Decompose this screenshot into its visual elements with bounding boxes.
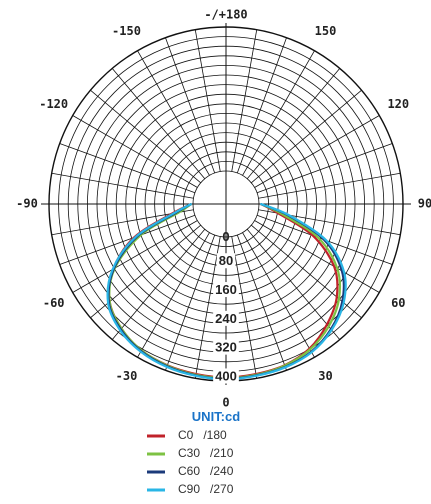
legend-label: C60 /240: [178, 464, 234, 478]
angle-label: 0: [222, 396, 229, 410]
series-point-3: [194, 375, 197, 377]
grid-spoke: [231, 236, 258, 379]
grid-spoke: [194, 236, 221, 379]
series-point-3: [111, 268, 114, 271]
grid-spoke: [165, 234, 216, 371]
angle-label: 150: [315, 24, 337, 38]
angle-label: -/+180: [204, 8, 247, 22]
radial-tick-label-bg: [216, 253, 236, 269]
angle-label: -30: [116, 369, 138, 383]
series-point-3: [165, 366, 168, 368]
legend-label: C90 /270: [178, 482, 234, 496]
radial-tick-label: 160: [215, 282, 237, 297]
series-point-0: [336, 296, 338, 298]
grid-spoke: [236, 234, 287, 371]
grid-spoke: [256, 143, 393, 194]
series-point-3: [325, 239, 328, 242]
series-point-2: [341, 300, 344, 303]
series-point-1: [327, 325, 330, 328]
radial-tick-label-bg: [213, 310, 239, 326]
radial-tick-label: 320: [215, 340, 237, 355]
grid-spoke: [111, 229, 206, 340]
angle-label: 120: [387, 97, 409, 111]
series-point-3: [310, 351, 313, 354]
grid-spoke: [51, 172, 194, 199]
grid-spoke: [242, 232, 315, 358]
series-point-2: [341, 270, 343, 272]
unit-label: UNIT:cd: [192, 409, 240, 424]
series-point-1: [309, 348, 311, 351]
series-point-3: [119, 329, 121, 332]
legend-label: C30 /210: [178, 446, 234, 460]
radial-tick-label: 80: [219, 253, 233, 268]
series-point-1: [336, 267, 339, 270]
grid-spoke: [59, 214, 196, 265]
legend-label: C0 /180: [178, 428, 227, 442]
angle-label: -150: [112, 24, 141, 38]
grid-spoke: [90, 89, 201, 184]
grid-spoke: [242, 50, 315, 176]
series-point-3: [330, 329, 333, 331]
grid-spoke: [236, 37, 287, 174]
radial-tick-label-bg: [213, 282, 239, 298]
grid-spoke: [194, 29, 221, 172]
grid-spoke: [246, 229, 341, 340]
radial-tick-label-bg: [213, 339, 239, 355]
angle-label: 30: [318, 369, 332, 383]
grid-spoke: [254, 115, 380, 188]
grid-spoke: [137, 232, 210, 358]
angle-label: 60: [391, 296, 405, 310]
series-point-1: [280, 213, 283, 215]
grid-spoke: [137, 50, 210, 176]
polar-grid: [41, 23, 411, 385]
radial-tick-label: 400: [215, 368, 237, 383]
grid-spoke: [231, 29, 258, 172]
grid-spoke: [258, 172, 401, 199]
angle-label: 90: [418, 197, 431, 211]
series-point-3: [190, 203, 192, 205]
series-point-3: [139, 350, 142, 353]
radial-tick-label: 240: [215, 311, 237, 326]
series-point-1: [338, 298, 340, 300]
grid-spoke: [90, 224, 201, 319]
angle-label: -90: [16, 197, 38, 211]
radial-tick-label-bg: [213, 368, 239, 384]
grid-spoke: [111, 68, 206, 179]
series-point-3: [173, 212, 175, 214]
series-point-3: [260, 203, 262, 205]
angle-label: -120: [39, 97, 68, 111]
series-point-3: [135, 236, 137, 238]
legend: C0 /180 C30 /210 C60 /240 C90 /270: [147, 428, 234, 496]
grid-spoke: [246, 68, 341, 179]
grid-spoke: [72, 220, 198, 293]
series-point-0: [326, 323, 328, 326]
series-point-0: [312, 234, 314, 237]
radial-tick-labels: 0 80 160 240 320 400: [213, 229, 239, 384]
radial-tick-label: 0: [222, 229, 229, 244]
grid-spoke: [251, 89, 362, 184]
grid-spoke: [254, 220, 380, 293]
series-point-3: [107, 302, 109, 304]
series-point-1: [317, 236, 319, 239]
series-point-3: [255, 375, 258, 377]
angle-label: -60: [43, 296, 65, 310]
angle-labels: 0 30 60 90 120 150 -/+180 -150 -120 -90 -60 -30: [16, 8, 431, 410]
grid-spoke: [72, 115, 198, 188]
series-point-0: [333, 265, 335, 268]
grid-spoke: [165, 37, 216, 174]
series-point-3: [284, 366, 287, 369]
series-point-3: [342, 301, 345, 304]
series-point-3: [343, 271, 345, 274]
grid-spoke: [59, 143, 196, 194]
series-point-3: [287, 214, 290, 216]
